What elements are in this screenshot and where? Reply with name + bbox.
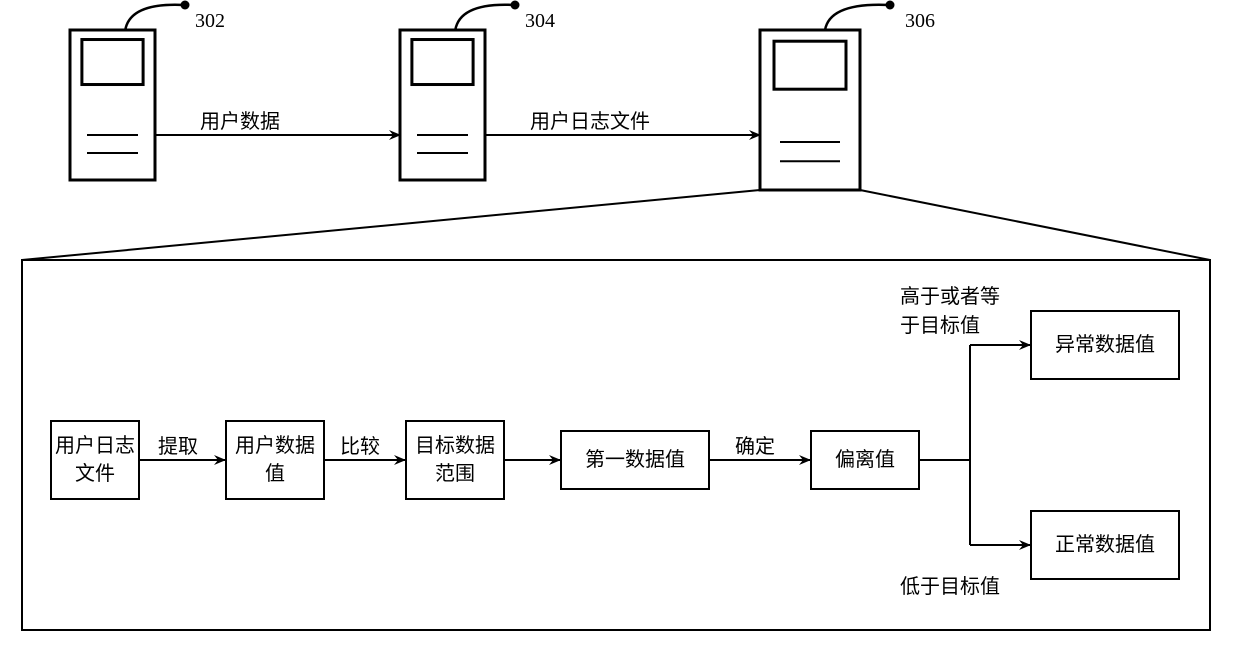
node-n7: 正常数据值 <box>1030 510 1180 580</box>
flow-arrow-label-3: 确定 <box>735 430 775 459</box>
server-label-304: 304 <box>525 10 555 33</box>
node-n5: 偏离值 <box>810 430 920 490</box>
node-n6: 异常数据值 <box>1030 310 1180 380</box>
flow-arrow-label-1: 比较 <box>340 430 380 459</box>
node-n1: 用户日志文件 <box>50 420 140 500</box>
node-n7-text: 正常数据值 <box>1055 531 1155 559</box>
node-n1-text: 用户日志文件 <box>55 432 135 488</box>
node-n2: 用户数据值 <box>225 420 325 500</box>
node-n6-text: 异常数据值 <box>1055 331 1155 359</box>
flow-arrow-label-0: 提取 <box>158 430 198 459</box>
server-label-306: 306 <box>905 10 935 33</box>
diagram-canvas: 302304306用户数据用户日志文件用户日志文件用户数据值目标数据范围第一数据… <box>0 0 1240 648</box>
top-arrow-label-1: 用户日志文件 <box>530 105 650 134</box>
server-label-302: 302 <box>195 10 225 33</box>
top-arrow-label-0: 用户数据 <box>200 105 280 134</box>
node-n5-text: 偏离值 <box>835 446 895 474</box>
node-n3: 目标数据范围 <box>405 420 505 500</box>
node-n2-text: 用户数据值 <box>235 432 315 488</box>
branch-up-label: 高于或者等于目标值 <box>900 280 1000 338</box>
branch-down-label: 低于目标值 <box>900 570 1000 599</box>
node-n3-text: 目标数据范围 <box>415 432 495 488</box>
node-n4-text: 第一数据值 <box>585 446 685 474</box>
node-n4: 第一数据值 <box>560 430 710 490</box>
